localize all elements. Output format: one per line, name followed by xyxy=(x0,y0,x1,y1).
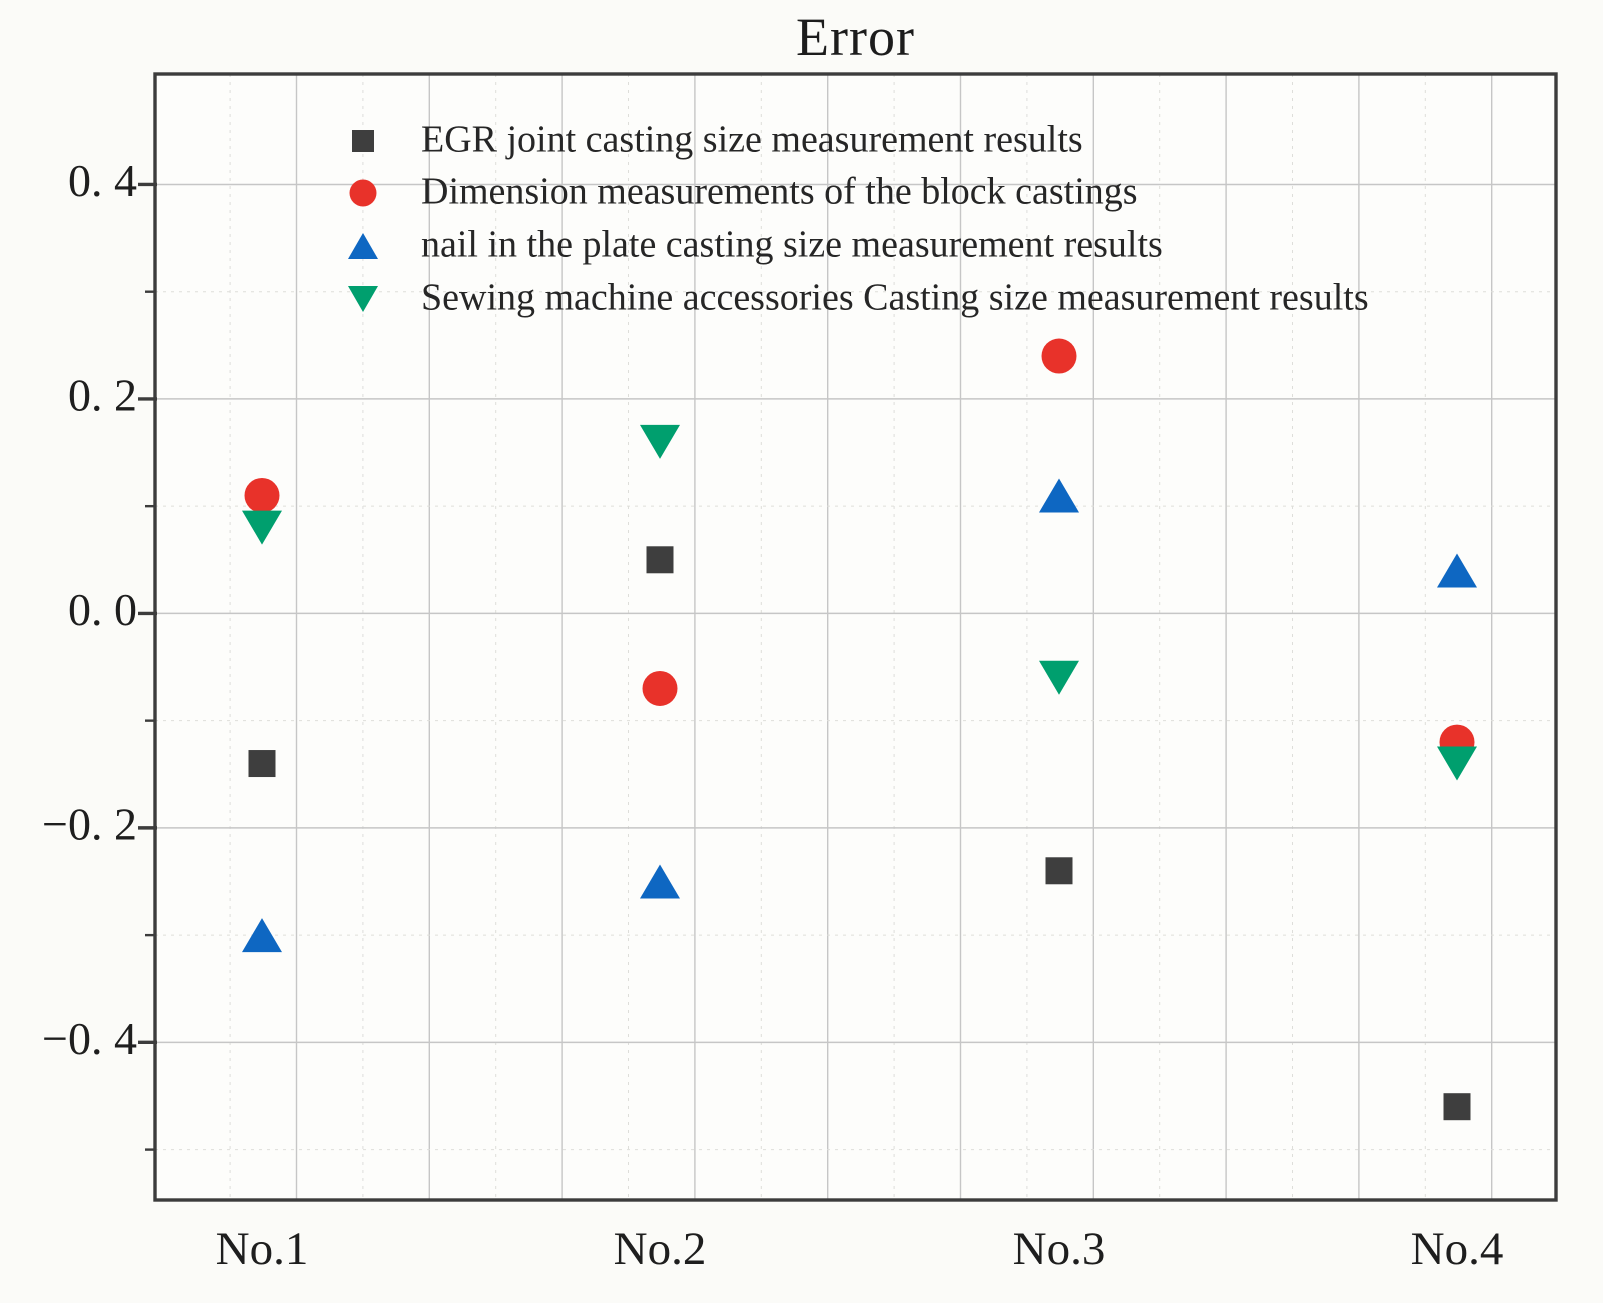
legend-label: Sewing machine accessories Casting size … xyxy=(421,277,1369,319)
y-tick-label: −0. 2 xyxy=(42,798,137,849)
data-point xyxy=(1039,660,1079,695)
legend-circle-icon xyxy=(349,179,377,207)
data-point xyxy=(1041,338,1077,374)
data-point xyxy=(242,918,282,953)
x-tick-label: No.4 xyxy=(1411,1223,1504,1275)
legend-triangle-down-icon xyxy=(348,286,378,312)
data-point xyxy=(1443,1093,1471,1121)
legend-triangle-up-icon xyxy=(348,233,378,259)
chart-title: Error xyxy=(796,7,915,67)
data-point xyxy=(1039,478,1079,513)
y-tick-label: 0. 2 xyxy=(68,369,137,420)
data-point xyxy=(640,864,680,899)
y-tick-label: −0. 4 xyxy=(42,1013,137,1064)
legend-label: EGR joint casting size measurement resul… xyxy=(421,119,1083,161)
data-point xyxy=(242,510,282,545)
data-point xyxy=(642,670,678,706)
data-point xyxy=(1045,857,1073,885)
legend-label: Dimension measurements of the block cast… xyxy=(421,171,1138,213)
x-tick-label: No.3 xyxy=(1013,1223,1106,1275)
data-point xyxy=(1437,553,1477,588)
data-point xyxy=(248,750,276,778)
data-point xyxy=(244,477,280,513)
x-tick-label: No.1 xyxy=(216,1223,309,1275)
data-point xyxy=(646,546,674,574)
y-tick-label: 0. 4 xyxy=(68,155,137,206)
x-tick-label: No.2 xyxy=(614,1223,707,1275)
legend-square-icon xyxy=(352,130,374,152)
data-point xyxy=(640,424,680,459)
plot-border xyxy=(153,72,1558,1202)
plot-area xyxy=(155,74,1556,1200)
legend-label: nail in the plate casting size measureme… xyxy=(421,224,1163,266)
data-point xyxy=(1437,746,1477,781)
y-tick-label: 0. 0 xyxy=(68,584,137,635)
